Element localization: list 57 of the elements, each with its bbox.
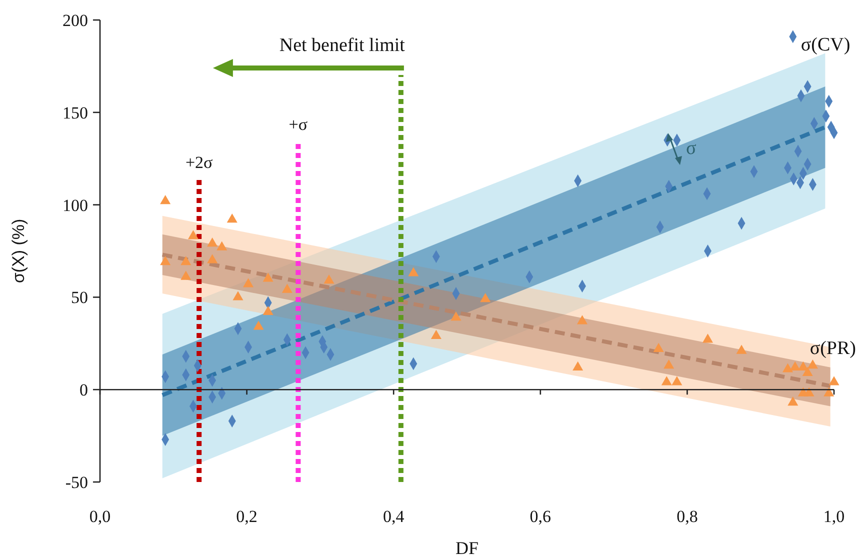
- y-axis-title: σ(X) (%): [9, 218, 28, 284]
- ref-line-label: +σ: [288, 115, 308, 134]
- x-tick-label: 0,0: [89, 507, 111, 526]
- point: [207, 238, 218, 247]
- point: [262, 272, 274, 282]
- point: [324, 274, 334, 284]
- point: [262, 306, 274, 316]
- point: [282, 284, 292, 293]
- point: [664, 359, 674, 369]
- point: [160, 256, 171, 266]
- point: [788, 396, 798, 406]
- point: [232, 291, 244, 300]
- y-tick-label: 50: [71, 288, 88, 308]
- x-tick-label: 0,2: [236, 507, 258, 526]
- y-tick-label: -50: [65, 472, 88, 492]
- point: [450, 311, 462, 321]
- point: [804, 387, 814, 396]
- x-tick-label: 1,0: [823, 507, 845, 526]
- point: [216, 241, 228, 250]
- x-tick-label: 0,8: [676, 507, 698, 526]
- point: [828, 376, 840, 386]
- point: [736, 344, 747, 354]
- point: [672, 376, 682, 386]
- point: [802, 366, 813, 376]
- point: [576, 315, 588, 324]
- series-label: σ(CV): [800, 34, 850, 56]
- y-tick-label: 200: [62, 10, 88, 30]
- point: [408, 267, 419, 276]
- point: [661, 376, 672, 386]
- point: [253, 320, 264, 330]
- point: [430, 330, 442, 340]
- point: [243, 278, 254, 288]
- y-tick-label: 150: [62, 103, 88, 122]
- point: [653, 342, 664, 352]
- point: [790, 361, 800, 370]
- ref-line-label: Net benefit limit: [279, 35, 406, 56]
- point: [824, 387, 834, 396]
- point: [702, 334, 714, 343]
- point: [480, 292, 491, 302]
- point: [207, 254, 218, 264]
- ref-line-label: +2σ: [185, 153, 213, 172]
- point: [226, 214, 238, 223]
- annotation: σ: [686, 138, 696, 159]
- point: [180, 256, 192, 266]
- series-label: σ(PR): [810, 338, 856, 360]
- x-tick-label: 0,4: [382, 507, 405, 526]
- point: [572, 361, 584, 370]
- point: [160, 195, 171, 204]
- point: [807, 359, 818, 369]
- x-tick-label: 0,6: [530, 507, 552, 526]
- point: [188, 230, 198, 240]
- x-axis-title: DF: [455, 538, 479, 558]
- point: [798, 361, 808, 370]
- y-tick-label: 100: [62, 196, 88, 215]
- y-tick-label: 0: [80, 380, 88, 400]
- point: [782, 363, 794, 372]
- point: [180, 270, 192, 280]
